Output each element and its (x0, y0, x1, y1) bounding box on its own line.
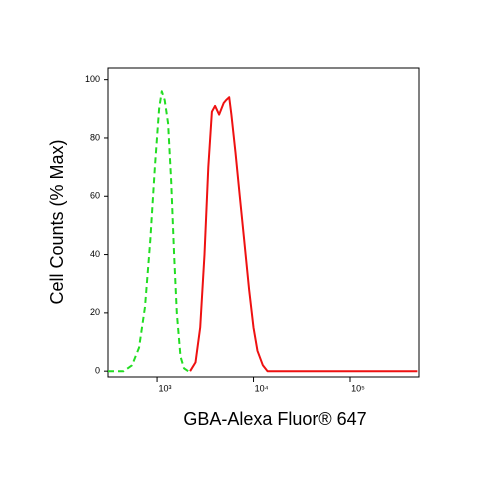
x-axis-label: GBA-Alexa Fluor® 647 (183, 409, 366, 429)
y-tick-label: 60 (90, 191, 100, 201)
x-tick-label: 10³ (159, 383, 172, 393)
y-tick-label: 40 (90, 249, 100, 259)
y-tick-label: 0 (95, 366, 100, 376)
x-tick-label: 10⁴ (255, 383, 269, 393)
y-tick-label: 80 (90, 132, 100, 142)
series-line (189, 96, 418, 373)
plot-frame (107, 67, 420, 378)
x-tick-label: 10⁵ (351, 383, 365, 393)
y-tick-label: 100 (85, 74, 100, 84)
y-axis-label: Cell Counts (% Max) (47, 139, 67, 304)
y-tick-label: 20 (90, 307, 100, 317)
series-line (108, 90, 189, 373)
